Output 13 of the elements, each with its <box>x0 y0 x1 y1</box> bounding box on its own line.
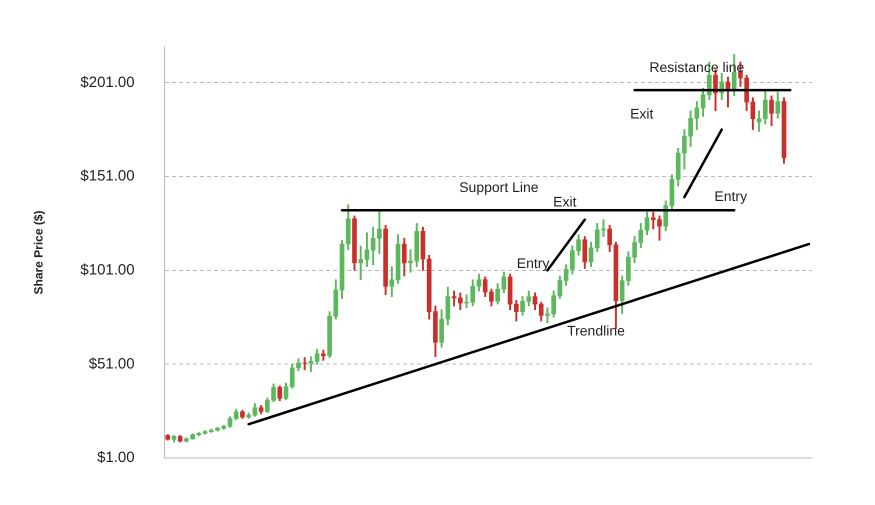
y-tick-label: $1.00 <box>97 449 135 466</box>
y-tick-label: $151.00 <box>80 168 135 185</box>
candlestick <box>302 357 308 370</box>
y-tick-label: $51.00 <box>88 355 135 372</box>
annotation: Entry <box>714 188 748 204</box>
series-label: Support Line <box>459 179 539 196</box>
y-tick-label: $101.00 <box>80 261 135 278</box>
annotation: Exit <box>630 105 654 122</box>
y-tick-label: $201.00 <box>80 74 135 91</box>
annotation: Exit <box>553 194 577 210</box>
annotation: Entry <box>516 255 550 272</box>
series-label: Trendline <box>567 322 626 338</box>
y-axis-title: Share Price ($) <box>32 210 46 295</box>
